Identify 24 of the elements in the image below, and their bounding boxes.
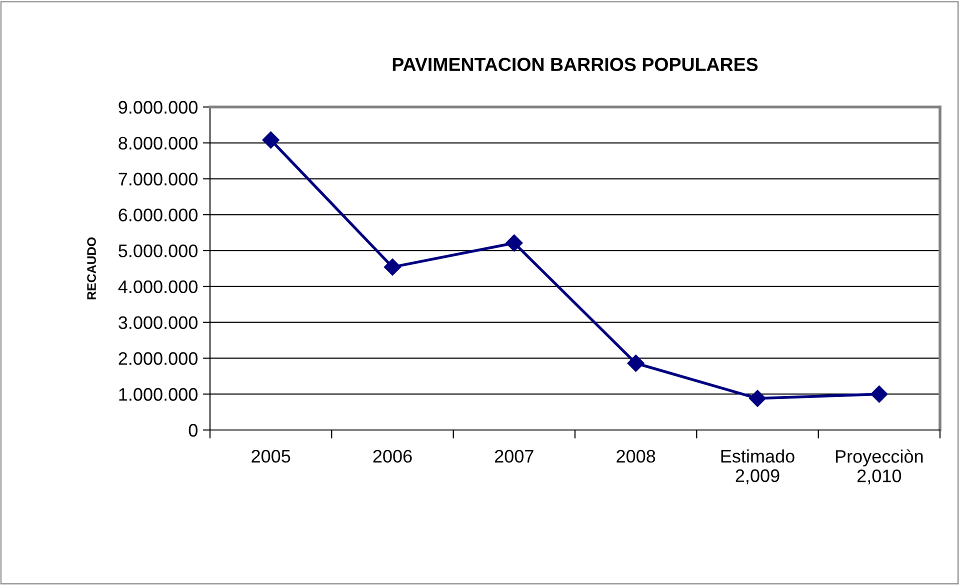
point — [506, 234, 523, 252]
y-tick-label: 1.000.000 — [119, 388, 198, 401]
y-tick-label: 5.000.000 — [118, 244, 198, 258]
x-tick-label: 2007 — [494, 450, 534, 463]
x-tick-label: 2008 — [616, 450, 656, 463]
point — [627, 354, 644, 372]
point — [870, 386, 888, 403]
x-tick-label: Estimado 2,009 — [721, 449, 794, 484]
y-tick-label: 4.000.000 — [118, 280, 198, 294]
y-tick-label: 3.000.000 — [118, 316, 198, 330]
point — [384, 258, 402, 276]
x-tick-label: Proyecciòn 2,010 — [836, 449, 923, 484]
x-tick-label: 2005 — [252, 450, 290, 463]
x-tick-label: 2006 — [373, 450, 412, 463]
y-axis-title: RECAUDO — [87, 237, 96, 300]
y-tick-label: 0 — [188, 424, 198, 437]
y-tick-label: 9.000.000 — [118, 100, 198, 114]
y-tick-label: 8.000.000 — [118, 136, 198, 150]
point — [262, 131, 280, 149]
y-tick-label: 2.000.000 — [118, 352, 198, 365]
point — [748, 390, 766, 407]
chart-title: PAVIMENTACION BARRIOS POPULARES — [392, 58, 758, 72]
y-tick-label: 6.000.000 — [118, 208, 198, 222]
y-tick-label: 7.000.000 — [118, 172, 198, 186]
